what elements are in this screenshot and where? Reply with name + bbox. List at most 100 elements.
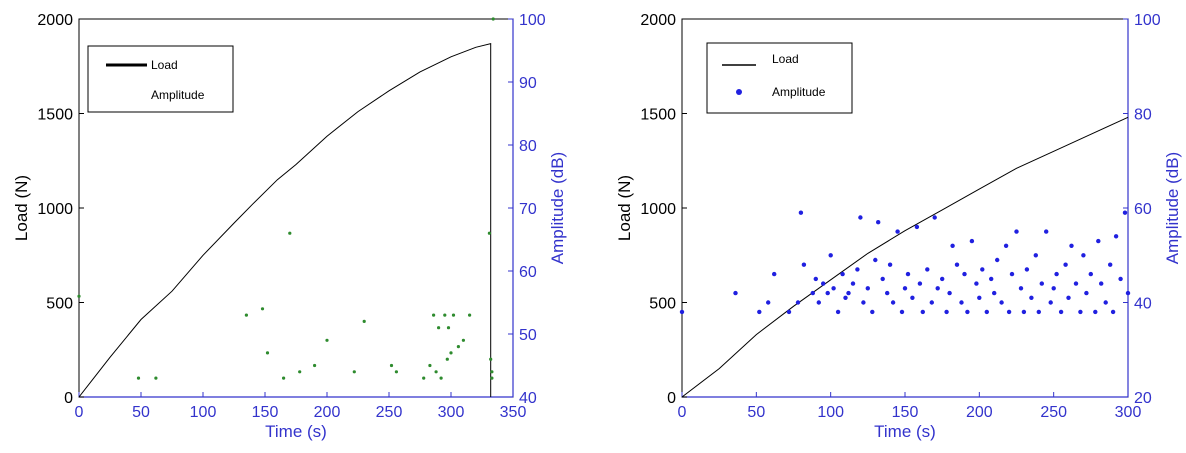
amplitude-point xyxy=(389,363,394,368)
amplitude-point xyxy=(959,300,964,305)
amplitude-point xyxy=(451,313,456,317)
x-axis-label: Time (s) xyxy=(874,422,936,441)
amplitude-point xyxy=(260,307,265,311)
amplitude-point xyxy=(325,338,329,342)
amplitude-point xyxy=(887,262,893,267)
load-series-line xyxy=(78,42,492,398)
amplitude-point xyxy=(136,376,141,380)
amplitude-point xyxy=(1078,309,1083,315)
amplitude-point xyxy=(288,231,292,235)
amplitude-point xyxy=(899,309,905,315)
y-left-tick-label: 1500 xyxy=(37,107,73,124)
y-right-tick-label: 80 xyxy=(1134,107,1152,124)
x-tick-label: 100 xyxy=(190,404,217,421)
amplitude-point xyxy=(352,370,356,374)
amplitude-point xyxy=(461,338,465,342)
amplitude-point xyxy=(1021,309,1027,315)
y-right-tick-label: 50 xyxy=(519,327,537,344)
amplitude-point xyxy=(679,309,685,315)
x-tick-label: 100 xyxy=(817,404,844,421)
amplitude-point xyxy=(890,300,896,305)
amplitude-point xyxy=(468,313,472,317)
amplitude-point xyxy=(490,376,494,380)
y-right-tick-label: 70 xyxy=(519,201,537,218)
amplitude-point xyxy=(950,243,955,248)
amplitude-point xyxy=(1073,281,1079,286)
amplitude-point xyxy=(487,231,491,235)
amplitude-point xyxy=(439,376,443,380)
amplitude-point xyxy=(1122,210,1128,215)
y-left-tick-label: 500 xyxy=(649,296,676,313)
amplitude-point xyxy=(984,309,989,315)
y-left-tick-label: 1000 xyxy=(640,201,676,218)
amplitude-point xyxy=(843,295,848,300)
amplitude-point xyxy=(786,309,792,315)
amplitude-point xyxy=(858,215,863,220)
amplitude-point xyxy=(1006,309,1012,315)
amplitude-point xyxy=(965,309,970,315)
amplitude-point xyxy=(298,370,302,374)
amplitude-point xyxy=(434,370,438,374)
amplitude-point xyxy=(947,290,952,296)
amplitude-point xyxy=(929,300,934,305)
amplitude-point xyxy=(855,267,860,272)
amplitude-point xyxy=(1003,243,1009,248)
y-left-tick-label: 500 xyxy=(46,296,73,313)
amplitude-point xyxy=(1048,300,1053,305)
y-left-tick-label: 2000 xyxy=(640,12,676,29)
amplitude-point xyxy=(861,300,866,305)
amplitude-point xyxy=(1099,281,1104,286)
amplitude-point xyxy=(1108,262,1113,267)
amplitude-point xyxy=(876,220,881,225)
y-right-tick-label: 90 xyxy=(519,75,537,92)
amplitude-point xyxy=(1084,290,1089,296)
amplitude-point xyxy=(1024,267,1030,272)
amplitude-point xyxy=(446,326,451,330)
y-right-tick-label: 100 xyxy=(1134,12,1161,29)
y-left-tick-label: 0 xyxy=(667,390,676,407)
amplitude-point xyxy=(1029,295,1034,300)
amplitude-point xyxy=(1096,238,1101,244)
amplitude-point xyxy=(995,257,1000,263)
amplitude-point xyxy=(910,295,915,300)
right-chart-panel: 0 50 100 150 200 250 300 0 500 1000 1500 2000 20 40 60… xyxy=(596,0,1186,453)
amplitude-point xyxy=(835,309,841,315)
y-left-axis-label: Load (N) xyxy=(12,175,31,241)
left-chart-panel: 0 50 100 150 200 250 300 350 0 500 1000 1500 2000 40 5… xyxy=(0,0,590,453)
x-tick-label: 50 xyxy=(132,404,150,421)
amplitude-point xyxy=(394,370,398,374)
amplitude-point xyxy=(1088,271,1093,277)
amplitude-point xyxy=(490,370,494,374)
amplitude-point xyxy=(813,276,818,282)
legend-load-label: Load xyxy=(772,52,799,66)
amplitude-point xyxy=(944,309,949,315)
amplitude-point xyxy=(432,313,436,317)
amplitude-point xyxy=(766,300,771,305)
amplitude-point xyxy=(940,276,945,282)
amplitude-point xyxy=(977,295,982,300)
amplitude-point xyxy=(989,276,994,282)
amplitude-point xyxy=(1110,309,1116,315)
amplitude-point xyxy=(840,271,845,277)
amplitude-point xyxy=(821,281,826,286)
load-series-line xyxy=(681,116,1129,398)
amplitude-point xyxy=(885,290,890,296)
amplitude-point xyxy=(1125,290,1131,296)
amplitude-point xyxy=(489,357,493,361)
x-tick-label: 150 xyxy=(892,404,919,421)
legend-amplitude-swatch xyxy=(736,89,742,95)
amplitude-point xyxy=(1081,253,1086,258)
amplitude-point xyxy=(282,376,286,380)
amplitude-point xyxy=(816,300,821,305)
amplitude-point xyxy=(1039,281,1044,286)
y-left-axis-label: Load (N) xyxy=(615,175,634,241)
y-right-tick-label: 100 xyxy=(519,12,546,29)
y-right-tick-label: 80 xyxy=(519,138,537,155)
x-tick-label: 50 xyxy=(747,404,765,421)
amplitude-point xyxy=(825,290,830,296)
y-right-tick-label: 20 xyxy=(1134,390,1152,407)
amplitude-point xyxy=(449,351,453,355)
amplitude-point xyxy=(1018,286,1024,291)
amplitude-point xyxy=(772,271,777,277)
amplitude-point xyxy=(999,300,1004,305)
